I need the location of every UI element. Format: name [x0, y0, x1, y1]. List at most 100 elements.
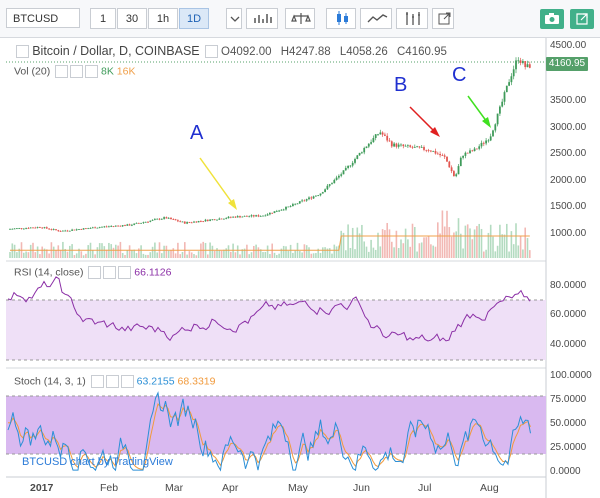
eye-icon[interactable]: [55, 65, 69, 78]
volume-bar: [151, 246, 154, 258]
volume-bar: [80, 251, 83, 258]
gear-icon[interactable]: [70, 65, 84, 78]
time-tick: Mar: [165, 482, 184, 494]
volume-bar: [492, 236, 494, 258]
time-tick: Aug: [480, 482, 499, 494]
candle-body: [499, 106, 501, 114]
interval-1d-button[interactable]: 1D: [179, 8, 209, 29]
candle-body: [91, 227, 94, 229]
templates-icon: [406, 12, 420, 25]
candle-body: [457, 166, 460, 175]
candle-body: [388, 140, 391, 142]
gear-icon[interactable]: [105, 375, 119, 388]
candle-body: [377, 134, 379, 136]
candle-body: [193, 221, 195, 223]
candle-body: [223, 218, 225, 220]
volume-bar: [264, 251, 267, 258]
volume-bar: [379, 246, 382, 258]
volume-bar: [342, 232, 345, 258]
close-icon[interactable]: [118, 266, 132, 279]
volume-bar: [117, 245, 119, 258]
volume-bar: [52, 246, 55, 258]
candle-body: [57, 230, 60, 232]
candles-button[interactable]: [326, 8, 356, 29]
interval-30-button[interactable]: 30: [117, 8, 147, 29]
volume-bar: [172, 248, 175, 258]
volume-bar: [315, 253, 317, 258]
ohlc-open: O4092.00: [221, 46, 272, 58]
snapshot-button[interactable]: [540, 9, 564, 29]
volume-bar: [381, 229, 384, 258]
candle-body: [443, 155, 446, 157]
candle-body: [384, 134, 386, 136]
symbol-search-input[interactable]: BTCUSD: [6, 8, 80, 28]
volume-bar: [133, 249, 135, 258]
candle-body: [397, 144, 400, 147]
fullscreen-button[interactable]: [570, 9, 594, 29]
candle-body: [278, 210, 280, 212]
volume-bar: [294, 250, 296, 258]
candle-body: [324, 189, 326, 193]
volume-bar: [501, 234, 503, 258]
candle-body: [301, 200, 303, 202]
candle-body: [165, 217, 168, 219]
candle-body: [39, 226, 41, 228]
indicators-button[interactable]: [360, 8, 392, 29]
volume-bar: [388, 229, 391, 258]
volume-bar: [64, 248, 66, 258]
volume-bar: [211, 245, 214, 258]
volume-bar: [524, 227, 526, 258]
candle-body: [68, 230, 71, 232]
volume-bar: [333, 244, 336, 258]
candle-body: [211, 219, 214, 221]
candle-body: [255, 215, 257, 217]
collapse-icon[interactable]: [16, 45, 29, 59]
candle-body: [303, 200, 306, 202]
eye-icon[interactable]: [90, 375, 104, 388]
stoch-band-fill: [6, 396, 546, 454]
candle-body: [349, 165, 352, 167]
candle-body: [82, 228, 85, 230]
volume-bar: [188, 251, 191, 258]
close-icon[interactable]: [120, 375, 134, 388]
settings-icon[interactable]: [204, 45, 218, 59]
gear-icon[interactable]: [103, 266, 117, 279]
candle-body: [432, 151, 435, 152]
candle-body: [338, 175, 340, 178]
candle-body: [512, 69, 515, 77]
candle-body: [55, 229, 57, 231]
volume-bar: [312, 253, 315, 258]
volume-bar: [257, 247, 260, 258]
close-icon[interactable]: [85, 65, 99, 78]
candle-body: [114, 225, 117, 227]
interval-1h-button[interactable]: 1h: [148, 8, 178, 29]
price-tick: 2000.00: [550, 175, 587, 186]
rsi-legend: RSI (14, close) 66.1126: [14, 266, 171, 279]
candle-body: [232, 216, 234, 218]
candle-body: [177, 220, 179, 222]
candle-body: [243, 215, 246, 217]
candle-body: [75, 229, 78, 231]
candle-body: [292, 204, 294, 207]
candle-body: [98, 227, 101, 228]
volume-bar: [230, 251, 232, 258]
volume-bar: [372, 247, 375, 258]
more-button[interactable]: [432, 8, 454, 29]
interval-1-button[interactable]: 1: [90, 8, 116, 29]
candle-body: [347, 165, 349, 168]
volume-bar: [75, 253, 78, 258]
templates-button[interactable]: [396, 8, 428, 29]
candle-body: [18, 228, 21, 229]
candle-body: [236, 216, 239, 218]
ohlc-high: H4247.88: [280, 46, 331, 58]
volume-bar: [115, 244, 117, 258]
eye-icon[interactable]: [88, 266, 102, 279]
volume-bar: [331, 253, 333, 258]
volume-bar: [181, 252, 184, 258]
rsi-label: RSI (14, close): [14, 266, 84, 279]
interval-dropdown-button[interactable]: [226, 8, 242, 29]
volume-value-a: 8K: [101, 65, 114, 78]
bar-style-button[interactable]: [246, 8, 278, 29]
compare-button[interactable]: [285, 8, 315, 29]
